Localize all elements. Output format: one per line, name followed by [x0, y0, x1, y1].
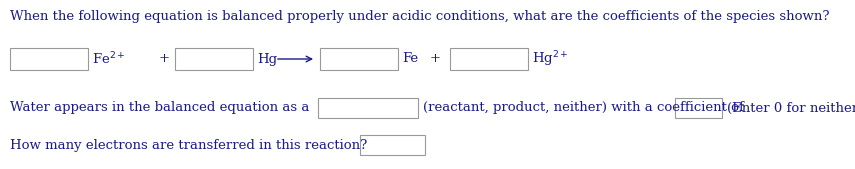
Bar [318, 98, 418, 118]
Text: +: + [430, 53, 441, 66]
Text: Hg$^{2+}$: Hg$^{2+}$ [532, 49, 569, 69]
Text: Hg: Hg [257, 53, 277, 66]
Text: When the following equation is balanced properly under acidic conditions, what a: When the following equation is balanced … [10, 10, 829, 23]
Bar [175, 48, 253, 70]
Text: How many electrons are transferred in this reaction?: How many electrons are transferred in th… [10, 139, 368, 151]
Bar [320, 48, 398, 70]
Text: +: + [159, 53, 170, 66]
Text: Fe$^{2+}$: Fe$^{2+}$ [92, 51, 126, 67]
Bar [450, 48, 528, 70]
Bar [675, 98, 722, 118]
Text: Water appears in the balanced equation as a: Water appears in the balanced equation a… [10, 102, 310, 115]
Text: Fe: Fe [402, 53, 418, 66]
Text: (reactant, product, neither) with a coefficient of: (reactant, product, neither) with a coef… [423, 102, 744, 115]
Bar [10, 48, 88, 70]
Text: (Enter 0 for neither.): (Enter 0 for neither.) [727, 102, 855, 115]
Bar [360, 135, 425, 155]
